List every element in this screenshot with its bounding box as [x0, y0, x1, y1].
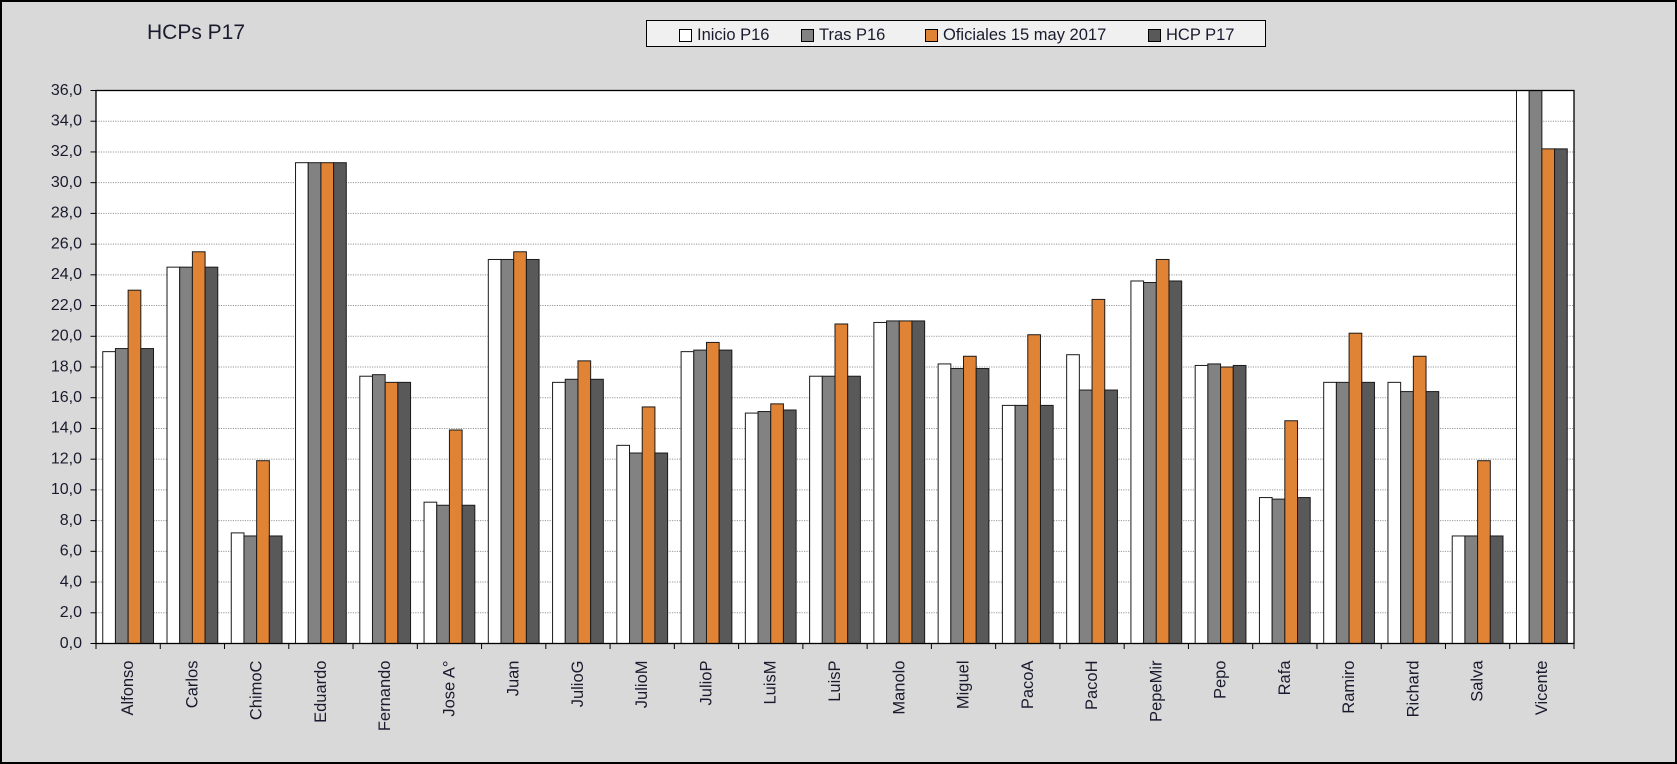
- svg-text:LuisP: LuisP: [826, 661, 844, 702]
- svg-text:34,0: 34,0: [51, 113, 82, 130]
- svg-text:4,0: 4,0: [60, 573, 82, 590]
- svg-text:Miguel: Miguel: [955, 661, 973, 710]
- svg-text:PacoA: PacoA: [1019, 661, 1037, 710]
- svg-text:10,0: 10,0: [51, 481, 82, 498]
- svg-text:36,0: 36,0: [51, 82, 82, 99]
- svg-text:32,0: 32,0: [51, 143, 82, 160]
- svg-text:JulioP: JulioP: [697, 661, 715, 706]
- svg-text:8,0: 8,0: [60, 512, 82, 529]
- svg-text:12,0: 12,0: [51, 450, 82, 467]
- svg-text:Pepo: Pepo: [1212, 661, 1230, 700]
- svg-text:JulioG: JulioG: [569, 661, 587, 708]
- svg-text:6,0: 6,0: [60, 543, 82, 560]
- svg-text:Juan: Juan: [505, 661, 523, 697]
- svg-text:Carlos: Carlos: [183, 661, 201, 709]
- svg-text:Ramiro: Ramiro: [1340, 661, 1358, 714]
- svg-text:Vicente: Vicente: [1533, 661, 1551, 716]
- svg-text:Rafa: Rafa: [1276, 660, 1294, 696]
- svg-text:26,0: 26,0: [51, 235, 82, 252]
- svg-text:20,0: 20,0: [51, 328, 82, 345]
- svg-text:Jose A°: Jose A°: [440, 661, 458, 717]
- svg-text:ChimoC: ChimoC: [248, 660, 266, 720]
- svg-text:LuisM: LuisM: [762, 661, 780, 705]
- svg-text:Salva: Salva: [1469, 660, 1487, 702]
- svg-text:JulioM: JulioM: [633, 661, 651, 709]
- svg-text:PepeMir: PepeMir: [1147, 660, 1165, 722]
- svg-text:2,0: 2,0: [60, 604, 82, 621]
- svg-text:22,0: 22,0: [51, 297, 82, 314]
- svg-text:Alfonso: Alfonso: [119, 661, 137, 716]
- svg-text:Eduardo: Eduardo: [312, 661, 330, 723]
- svg-text:0,0: 0,0: [60, 635, 82, 652]
- svg-text:18,0: 18,0: [51, 358, 82, 375]
- svg-text:24,0: 24,0: [51, 266, 82, 283]
- svg-text:16,0: 16,0: [51, 389, 82, 406]
- svg-text:Fernando: Fernando: [376, 661, 394, 732]
- svg-text:30,0: 30,0: [51, 174, 82, 191]
- svg-text:28,0: 28,0: [51, 205, 82, 222]
- svg-text:14,0: 14,0: [51, 420, 82, 437]
- svg-text:Richard: Richard: [1404, 661, 1422, 718]
- svg-text:Manolo: Manolo: [890, 661, 908, 715]
- svg-text:PacoH: PacoH: [1083, 661, 1101, 711]
